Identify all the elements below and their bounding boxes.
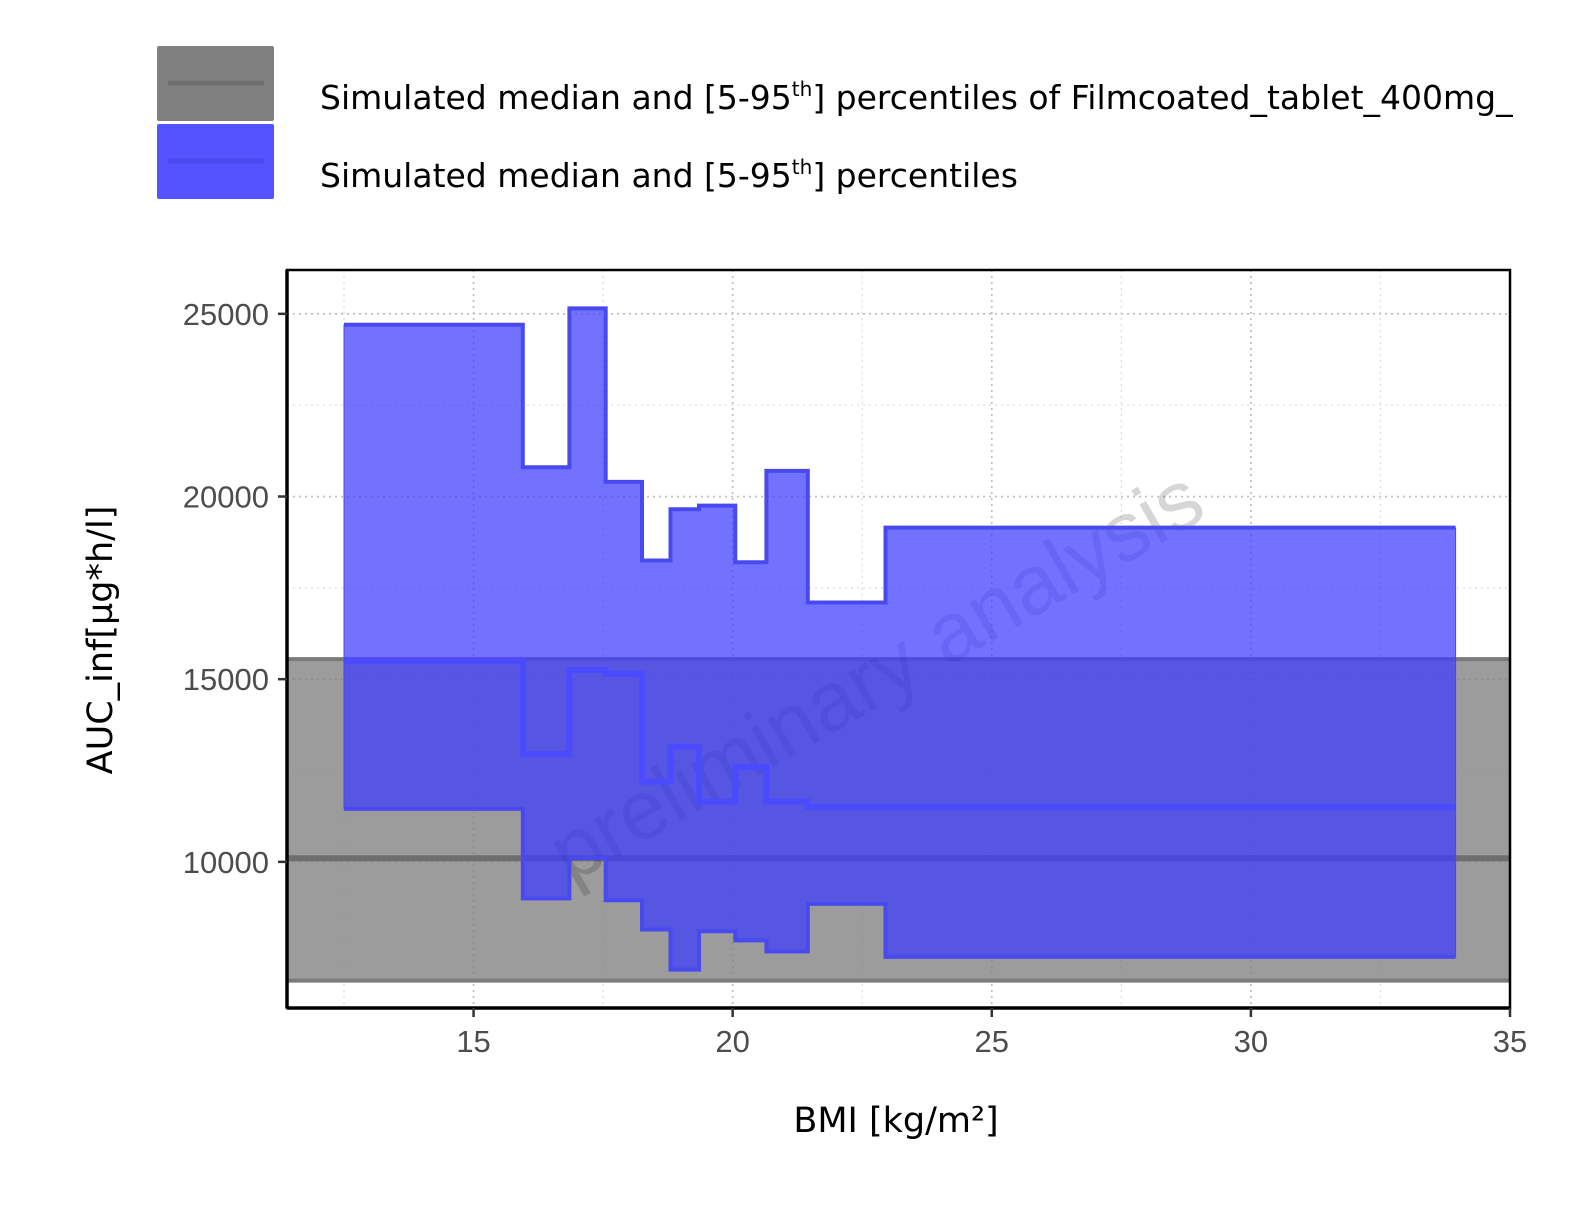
y-axis-title: AUC_inf[µg*h/l] — [81, 506, 121, 775]
y-tick-label: 15000 — [183, 662, 269, 697]
y-tick-label: 10000 — [183, 845, 269, 880]
y-tick-label: 25000 — [183, 297, 269, 332]
x-tick-label: 15 — [456, 1024, 490, 1059]
blue-step-band — [343, 306, 1457, 972]
x-axis-title: BMI [kg/m²] — [793, 1101, 998, 1141]
legend-label-gray: Simulated median and [5-95th] percentile… — [320, 77, 1513, 117]
x-tick-label: 25 — [975, 1024, 1009, 1059]
blue-step-median-line — [344, 657, 1456, 811]
x-tick-label: 35 — [1493, 1024, 1527, 1059]
y-tick-label: 20000 — [183, 480, 269, 515]
axes: 15 20 25 30 35 10000 15000 20000 25000 — [183, 268, 1527, 1059]
legend-label-blue: Simulated median and [5-95th] percentile… — [320, 155, 1018, 195]
legend-item-blue: Simulated median and [5-95th] percentile… — [157, 124, 1018, 199]
blue-step-p5-line — [344, 806, 1456, 972]
blue-step-p95-line — [344, 306, 1456, 605]
x-tick-label: 20 — [715, 1024, 749, 1059]
legend-item-gray: Simulated median and [5-95th] percentile… — [157, 46, 1513, 121]
x-tick-label: 30 — [1234, 1024, 1268, 1059]
legend: Simulated median and [5-95th] percentile… — [157, 46, 1513, 199]
